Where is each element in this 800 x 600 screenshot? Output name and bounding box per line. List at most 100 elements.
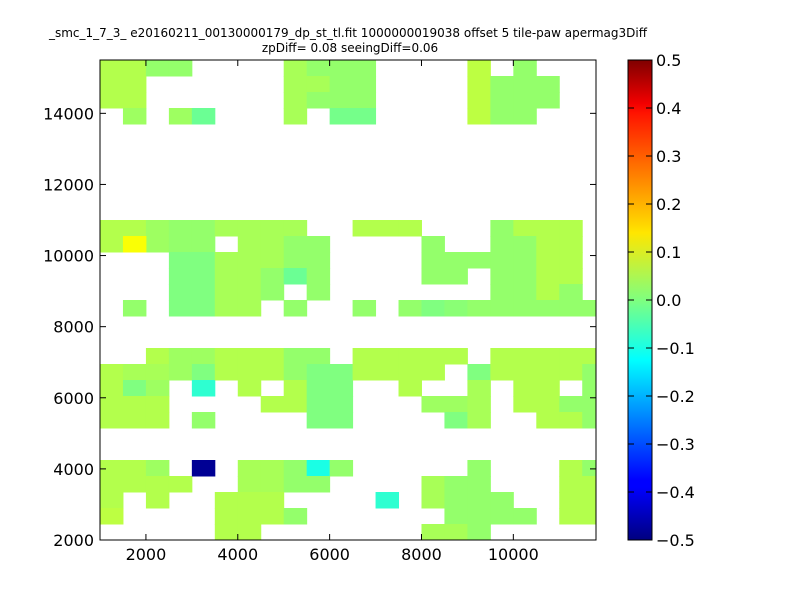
heatmap-cell (605, 524, 628, 541)
heatmap-cell (536, 252, 560, 269)
heatmap-cell (214, 300, 239, 317)
heatmap-cell (674, 76, 697, 93)
heatmap-cell (145, 396, 170, 413)
heatmap-cell (513, 252, 537, 269)
heatmap-cell (191, 252, 216, 269)
heatmap-cell (490, 268, 514, 285)
heatmap-cell (559, 508, 583, 525)
colorbar-tick-label: −0.4 (656, 483, 695, 502)
heatmap-cell (559, 300, 583, 317)
heatmap-cell (283, 76, 308, 93)
heatmap-cell (191, 348, 216, 365)
heatmap-cell (559, 252, 583, 269)
heatmap-cell (398, 220, 422, 237)
heatmap-cell (214, 492, 239, 509)
heatmap-cell (352, 220, 377, 237)
heatmap-cell (306, 60, 331, 77)
heatmap-cell (145, 380, 170, 397)
heatmap-cell (467, 252, 491, 269)
heatmap-cell (191, 220, 216, 237)
heatmap-cell (237, 380, 262, 397)
heatmap-cell (283, 364, 308, 381)
heatmap-cell (191, 460, 216, 477)
heatmap-cell (352, 364, 377, 381)
heatmap-cell (605, 476, 628, 493)
heatmap-cell (490, 220, 514, 237)
heatmap-cell (559, 220, 583, 237)
heatmap-cell (214, 364, 239, 381)
heatmap-cell (467, 364, 491, 381)
heatmap-cell (421, 476, 445, 493)
heatmap-cell (536, 60, 560, 61)
heatmap-cell (559, 476, 583, 493)
heatmap-cell (122, 220, 147, 237)
heatmap-cell (168, 236, 193, 253)
heatmap-cell (260, 492, 285, 509)
heatmap-cell (145, 460, 170, 477)
heatmap-cell (582, 348, 596, 365)
heatmap-cell (536, 380, 560, 397)
heatmap-cell (100, 492, 124, 509)
heatmap-cell (122, 92, 147, 109)
heatmap-cell (100, 476, 124, 493)
heatmap-cell (490, 108, 514, 125)
heatmap-cell (329, 108, 354, 125)
colorbar-tick-label: 0.5 (656, 51, 681, 70)
heatmap-cell (605, 492, 628, 509)
y-tick-label: 10000 (43, 247, 94, 266)
heatmap-cell (100, 508, 124, 525)
heatmap-cell (467, 300, 491, 317)
heatmap-cell (352, 60, 377, 77)
heatmap-cell (283, 508, 308, 525)
heatmap-cell (283, 348, 308, 365)
heatmap-cell (513, 236, 537, 253)
heatmap-cell (306, 284, 331, 301)
heatmap-cell (513, 268, 537, 285)
y-axis: 2000 4000 6000 8000 10000 12000 14000 (43, 104, 596, 550)
heatmap-cell (490, 348, 514, 365)
heatmap-cell (352, 76, 377, 93)
heatmap-cell (100, 364, 124, 381)
heatmap-cell (421, 524, 445, 540)
heatmap-cell (168, 364, 193, 381)
x-tick-label: 8000 (401, 545, 442, 564)
heatmap-cell (237, 268, 262, 285)
heatmap-cell (237, 524, 262, 540)
heatmap-cell (260, 220, 285, 237)
heatmap-cell (513, 284, 537, 301)
heatmap-cell (145, 412, 170, 429)
heatmap-cell (651, 460, 674, 477)
heatmap-cell (421, 268, 445, 285)
heatmap-cell (283, 396, 308, 413)
heatmap-cell (329, 380, 354, 397)
heatmap-cell (260, 476, 285, 493)
heatmap-cell (513, 220, 537, 237)
heatmap-cell (375, 492, 400, 509)
heatmap-cell (168, 476, 193, 493)
heatmap-cell (283, 60, 308, 77)
heatmap-cell (490, 236, 514, 253)
heatmap-cell (100, 236, 124, 253)
heatmap-cell (674, 28, 697, 45)
heatmap-cell (651, 28, 674, 45)
heatmap-cell (536, 348, 560, 365)
heatmap-cell (651, 76, 674, 93)
heatmap-cell (191, 412, 216, 429)
heatmap-cell (582, 508, 596, 525)
heatmap-cell (697, 44, 720, 61)
heatmap-cell (559, 460, 583, 477)
plot-frame (99, 59, 597, 541)
heatmap-cell (490, 92, 514, 109)
heatmap-cell (375, 348, 400, 365)
colorbar-tick-label: 0.0 (656, 291, 681, 310)
heatmap-cell (467, 92, 491, 109)
heatmap-cell (122, 60, 147, 61)
heatmap-cell (283, 236, 308, 253)
colorbar-tick-label: 0.2 (656, 195, 681, 214)
x-tick-label: 10000 (488, 545, 539, 564)
heatmap-cell (168, 252, 193, 269)
heatmap-cell (674, 508, 697, 525)
heatmap-cell (398, 380, 422, 397)
heatmap-cell (122, 476, 147, 493)
heatmap-cell (329, 364, 354, 381)
